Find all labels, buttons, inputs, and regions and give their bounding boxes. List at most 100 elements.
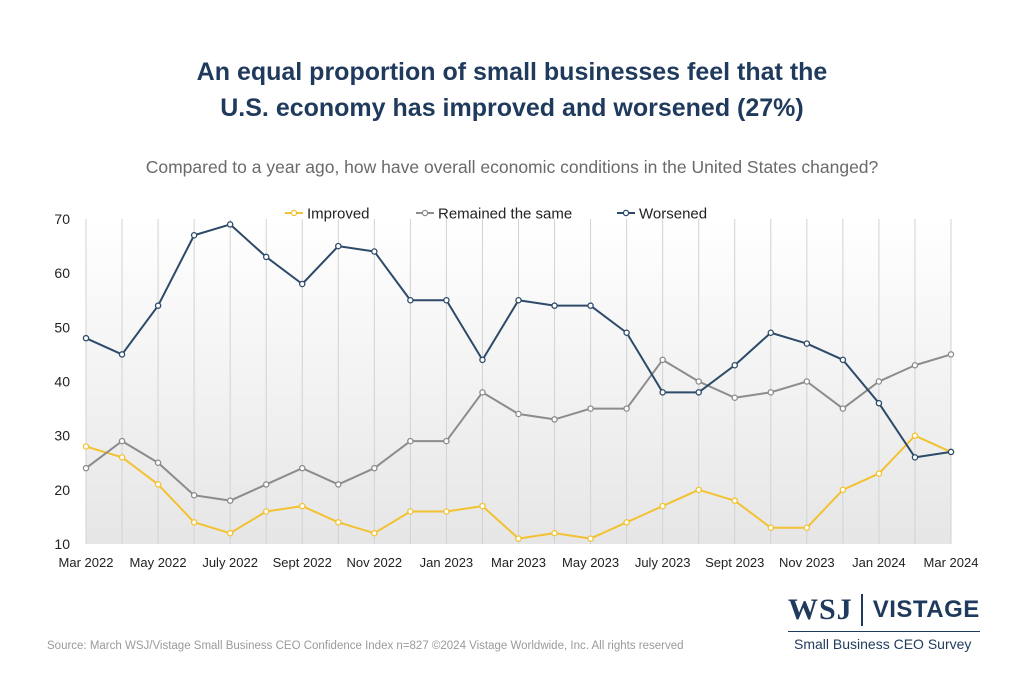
data-point-remained-the-same	[298, 464, 306, 472]
data-point-improved	[803, 524, 811, 532]
x-tick-label: Sept 2023	[705, 555, 764, 570]
data-point-improved	[443, 508, 450, 515]
y-tick-label: 30	[54, 428, 70, 444]
y-tick-label: 40	[54, 374, 70, 390]
data-point-improved	[262, 508, 270, 515]
data-point-remained-the-same	[262, 481, 270, 488]
data-point-worsened	[515, 296, 522, 304]
data-point-worsened	[262, 253, 270, 261]
data-point-worsened	[587, 302, 594, 309]
legend-marker	[622, 209, 630, 217]
data-point-remained-the-same	[947, 351, 955, 358]
data-point-improved	[298, 502, 306, 510]
legend-label: Worsened	[639, 206, 707, 223]
data-point-remained-the-same	[190, 491, 198, 499]
data-point-worsened	[767, 329, 775, 336]
data-point-remained-the-same	[479, 389, 486, 396]
x-tick-label: July 2023	[635, 555, 691, 570]
brand-divider	[860, 594, 863, 626]
data-point-improved	[551, 529, 558, 537]
data-point-remained-the-same	[911, 361, 919, 369]
legend-label: Remained the same	[438, 206, 572, 223]
data-point-remained-the-same	[767, 389, 775, 396]
data-point-remained-the-same	[371, 464, 378, 472]
data-point-remained-the-same	[875, 378, 883, 385]
data-point-remained-the-same	[82, 464, 90, 472]
data-point-worsened	[298, 280, 306, 288]
legend-marker	[421, 209, 429, 217]
brand-logo: WSJ VISTAGE Small Business CEO Survey	[788, 590, 988, 652]
data-point-remained-the-same	[407, 437, 414, 445]
data-point-remained-the-same	[587, 405, 594, 412]
data-point-improved	[839, 486, 847, 494]
data-point-worsened	[551, 302, 558, 309]
data-point-remained-the-same	[515, 410, 522, 418]
x-tick-label: Jan 2024	[852, 555, 906, 570]
data-point-improved	[82, 443, 90, 450]
x-tick-label: Mar 2024	[924, 555, 979, 570]
data-point-remained-the-same	[226, 497, 234, 504]
series-group	[82, 221, 955, 542]
wsj-logo-text: WSJ	[788, 593, 853, 626]
data-point-worsened	[731, 361, 739, 369]
data-point-improved	[335, 519, 342, 526]
data-point-remained-the-same	[118, 437, 126, 445]
data-point-improved	[371, 529, 378, 537]
data-point-remained-the-same	[803, 378, 811, 385]
data-point-worsened	[875, 399, 883, 407]
data-point-worsened	[623, 329, 630, 336]
x-tick-label: Jan 2023	[420, 555, 474, 570]
source-note: Source: March WSJ/Vistage Small Business…	[47, 640, 684, 652]
data-point-worsened	[479, 356, 486, 364]
data-point-improved	[118, 454, 126, 461]
chart-subtitle: Compared to a year ago, how have overall…	[145, 157, 879, 177]
data-point-improved	[515, 535, 522, 542]
data-point-worsened	[371, 248, 378, 255]
data-point-improved	[190, 519, 198, 526]
y-tick-label: 70	[54, 211, 70, 227]
legend-marker	[290, 209, 298, 217]
data-point-remained-the-same	[731, 394, 739, 401]
data-point-worsened	[335, 242, 342, 250]
data-point-improved	[407, 508, 414, 515]
legend: Improved Remained the same Worsened	[285, 206, 707, 223]
data-point-worsened	[407, 296, 414, 304]
brand-tagline: Small Business CEO Survey	[794, 636, 972, 652]
x-tick-label: Sept 2022	[273, 555, 332, 570]
vistage-logo-text: VISTAGE	[872, 596, 980, 623]
y-axis: 10 20 30 40 50 60 70	[54, 211, 70, 552]
legend-label: Improved	[307, 206, 370, 223]
data-point-improved	[911, 432, 919, 439]
y-tick-label: 60	[54, 265, 70, 281]
brand-rule	[788, 631, 980, 632]
data-point-improved	[154, 481, 162, 488]
x-tick-label: May 2022	[130, 555, 187, 570]
data-point-remained-the-same	[839, 405, 847, 412]
data-point-improved	[695, 486, 702, 494]
data-point-worsened	[443, 296, 450, 304]
data-point-improved	[587, 535, 594, 542]
data-point-improved	[623, 519, 630, 526]
x-tick-label: Mar 2022	[59, 555, 114, 570]
x-axis: Mar 2022 May 2022 July 2022 Sept 2022 Nov 20…	[59, 555, 979, 570]
data-point-worsened	[226, 221, 234, 228]
data-point-remained-the-same	[659, 356, 666, 364]
data-point-worsened	[82, 334, 90, 342]
data-point-worsened	[695, 389, 702, 396]
y-tick-label: 20	[54, 482, 70, 498]
data-point-remained-the-same	[443, 437, 450, 445]
data-point-worsened	[190, 231, 198, 239]
data-point-remained-the-same	[335, 481, 342, 488]
x-tick-label: July 2022	[202, 555, 258, 570]
y-tick-label: 10	[54, 536, 70, 552]
x-tick-label: Nov 2023	[779, 555, 835, 570]
data-point-remained-the-same	[623, 405, 630, 412]
x-tick-label: May 2023	[562, 555, 619, 570]
data-point-worsened	[911, 454, 919, 461]
gridlines	[85, 219, 952, 544]
data-point-improved	[226, 529, 234, 537]
chart-title-line-1: An equal proportion of small businesses …	[196, 58, 828, 86]
data-point-worsened	[154, 302, 162, 309]
chart-title: An equal proportion of small businesses …	[0, 54, 1024, 126]
data-point-worsened	[839, 356, 847, 364]
